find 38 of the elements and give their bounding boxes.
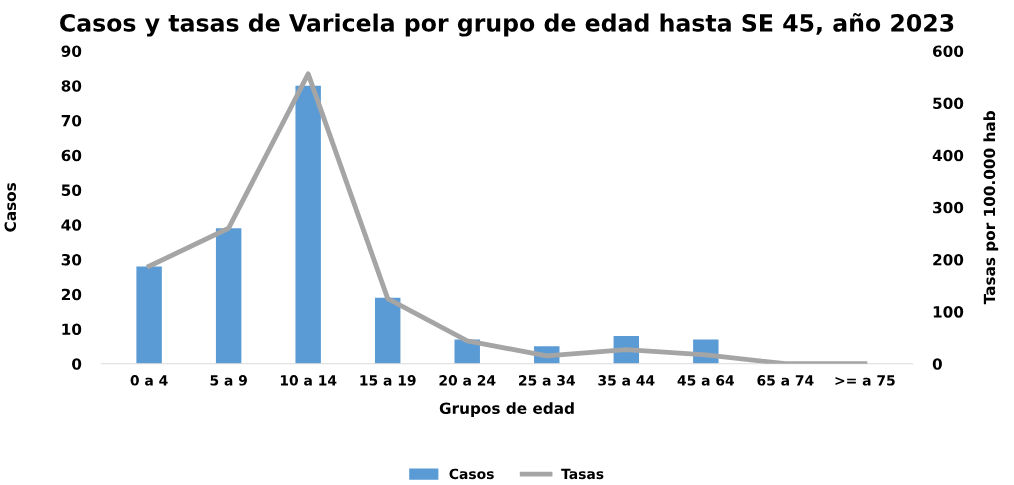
x-tick-label: 35 a 44 — [598, 375, 655, 386]
legend-label: Tasas — [561, 468, 604, 480]
y-tick-label: 10 — [62, 323, 82, 336]
y-axis-title: Casos — [4, 182, 17, 232]
x-tick-label: 45 a 64 — [677, 375, 735, 386]
y-tick-label: 90 — [61, 45, 82, 57]
y2-tick-label: 600 — [932, 45, 964, 57]
y-tick-label: 20 — [61, 288, 82, 301]
y-tick-label: 0 — [72, 358, 82, 370]
y-tick-label: 80 — [61, 80, 82, 92]
bar — [374, 297, 401, 364]
bar — [295, 85, 321, 364]
x-tick-label: 5 a 9 — [210, 375, 247, 386]
y2-tick-label: 300 — [933, 201, 964, 214]
y2-tick-label: 500 — [933, 97, 964, 110]
bar — [136, 266, 162, 364]
y2-axis-title: Tasas por 100.000 hab — [983, 111, 999, 305]
x-tick-label: 25 a 34 — [519, 375, 575, 386]
x-tick-label: >= a 75 — [835, 375, 895, 386]
chart-title: Casos y tasas de Varicela por grupo de edad hasta SE 45, año 2023 — [60, 13, 954, 37]
x-tick-label: 10 a 14 — [280, 375, 337, 386]
y-tick-label: 60 — [61, 149, 82, 162]
x-tick-label: 20 a 24 — [439, 375, 496, 386]
line-series — [146, 71, 868, 364]
x-tick-label: 65 a 74 — [757, 375, 814, 386]
y-tick-label: 40 — [61, 219, 82, 231]
x-axis-title: Grupos de edad — [439, 402, 574, 417]
y2-tick-label: 400 — [932, 149, 964, 162]
y-tick-label: 50 — [61, 184, 82, 196]
x-tick-label: 0 a 4 — [130, 375, 168, 386]
y2-tick-label: 100 — [933, 306, 964, 318]
bar — [215, 228, 242, 364]
y-tick-label: 30 — [61, 253, 82, 266]
x-tick-label: 15 a 19 — [360, 375, 416, 386]
y-tick-label: 70 — [61, 114, 82, 127]
y2-tick-label: 0 — [932, 358, 942, 370]
legend-label: Casos — [449, 468, 494, 480]
y2-tick-label: 200 — [933, 253, 964, 266]
